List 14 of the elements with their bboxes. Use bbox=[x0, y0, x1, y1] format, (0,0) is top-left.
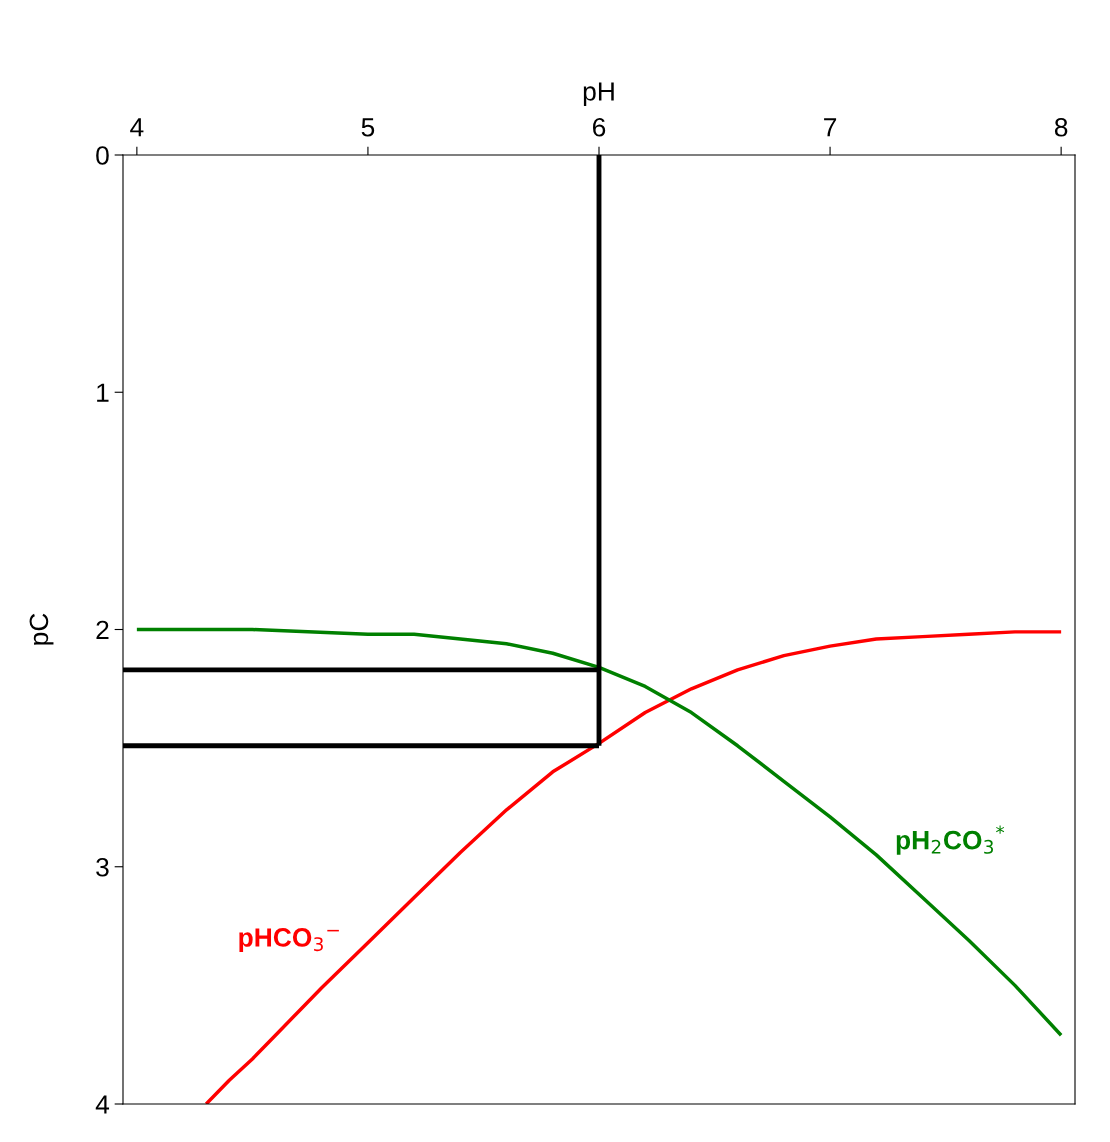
y-tick-label: 2 bbox=[96, 620, 109, 640]
y-tick-label: 4 bbox=[95, 1095, 110, 1114]
series-label: pHCO$_{3}$$^{−}$ bbox=[239, 928, 339, 953]
x-tick-label: 6 bbox=[593, 117, 606, 137]
x-axis-title: pH bbox=[583, 82, 614, 107]
y-tick-label: 0 bbox=[96, 146, 109, 165]
x-tick-label: 5 bbox=[361, 118, 375, 137]
x-tick-label: 8 bbox=[1054, 117, 1068, 137]
y-tick-label: 1 bbox=[97, 383, 109, 402]
y-axis-title: pC bbox=[29, 613, 54, 645]
x-tick-label: 7 bbox=[824, 118, 837, 137]
x-tick-label: 4 bbox=[130, 118, 144, 137]
series-label: pH$_{2}$CO$_{3}$$^{*}$ bbox=[896, 825, 1005, 855]
y-tick-label: 3 bbox=[96, 857, 109, 877]
